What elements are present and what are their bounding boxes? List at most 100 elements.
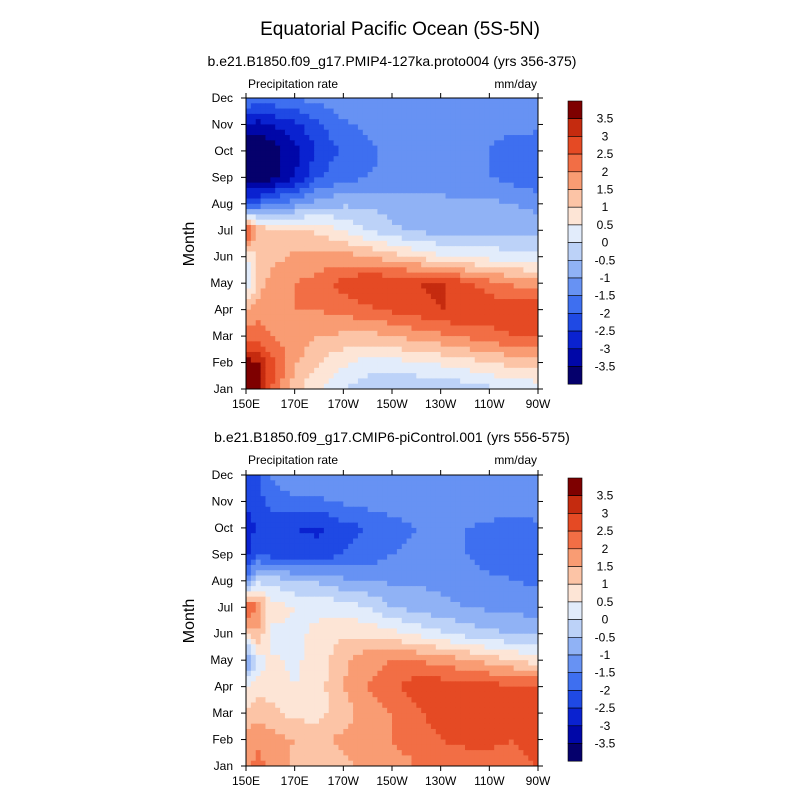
heatmap-cell: [465, 177, 471, 184]
heatmap-cell: [523, 336, 529, 342]
heatmap-cell: [533, 325, 538, 332]
heatmap-cell: [440, 98, 447, 104]
heatmap-cell: [455, 103, 461, 110]
heatmap-cell: [357, 357, 364, 364]
heatmap-cell: [406, 501, 413, 508]
heatmap-cell: [508, 383, 515, 389]
heatmap-cell: [489, 103, 495, 110]
heatmap-cell: [387, 490, 393, 497]
heatmap-cell: [479, 586, 486, 592]
heatmap-cell: [479, 543, 486, 550]
y-tick-label: Dec: [212, 91, 233, 105]
heatmap-cell: [299, 98, 305, 104]
heatmap-cell: [246, 98, 252, 104]
heatmap-cell: [426, 517, 432, 524]
heatmap-cell: [508, 214, 515, 221]
heatmap-cell: [260, 367, 267, 374]
heatmap-cell: [523, 586, 529, 592]
heatmap-cell: [309, 314, 315, 321]
heatmap-cell: [396, 166, 403, 173]
heatmap-cell: [392, 543, 398, 550]
heatmap-cell: [319, 351, 325, 358]
heatmap-cell: [533, 522, 538, 529]
heatmap-cell: [319, 272, 325, 279]
heatmap-cell: [314, 480, 320, 487]
heatmap-cell: [469, 522, 476, 529]
heatmap-cell: [396, 119, 403, 126]
heatmap-cell: [357, 288, 364, 295]
heatmap-cell: [440, 145, 447, 152]
heatmap-cell: [260, 506, 267, 513]
heatmap-cell: [309, 235, 315, 242]
heatmap-cell: [309, 596, 315, 603]
heatmap-cell: [450, 533, 456, 540]
heatmap-cell: [333, 549, 340, 555]
heatmap-cell: [494, 607, 500, 614]
heatmap-cell: [460, 140, 466, 147]
heatmap-cell: [494, 246, 500, 253]
heatmap-cell: [387, 124, 393, 131]
heatmap-cell: [246, 235, 252, 242]
heatmap-cell: [357, 299, 364, 305]
heatmap-cell: [416, 336, 422, 342]
heatmap-cell: [387, 580, 393, 587]
heatmap-cell: [479, 362, 486, 369]
heatmap-cell: [479, 325, 486, 332]
heatmap-cell: [460, 203, 466, 210]
heatmap-cell: [343, 367, 349, 374]
heatmap-cell: [411, 198, 417, 205]
heatmap-cell: [250, 336, 257, 342]
heatmap-cell: [353, 485, 359, 492]
heatmap-cell: [450, 320, 456, 327]
heatmap-cell: [435, 161, 442, 168]
heatmap-cell: [421, 527, 427, 534]
heatmap-cell: [469, 559, 476, 566]
heatmap-cell: [523, 575, 529, 582]
heatmap-cell: [406, 283, 413, 290]
heatmap-cell: [333, 501, 340, 508]
heatmap-cell: [367, 288, 374, 295]
heatmap-cell: [304, 522, 310, 529]
heatmap-cell: [338, 203, 344, 210]
heatmap-cell: [348, 256, 354, 263]
heatmap-cell: [465, 193, 471, 200]
heatmap-cell: [294, 150, 301, 157]
heatmap-cell: [401, 129, 408, 136]
heatmap-cell: [435, 283, 442, 290]
heatmap-cell: [528, 475, 534, 481]
heatmap-cell: [280, 288, 286, 295]
heatmap-cell: [523, 182, 529, 189]
heatmap-cell: [314, 209, 320, 215]
heatmap-cell: [367, 320, 374, 327]
heatmap-cell: [328, 299, 335, 305]
heatmap-cell: [372, 496, 378, 503]
heatmap-cell: [499, 214, 505, 221]
heatmap-cell: [299, 496, 305, 503]
heatmap-cell: [372, 320, 378, 327]
heatmap-cell: [392, 496, 398, 503]
heatmap-cell: [465, 172, 471, 178]
heatmap-cell: [533, 378, 538, 385]
heatmap-cell: [246, 214, 252, 221]
heatmap-cell: [255, 108, 262, 115]
heatmap-cell: [246, 108, 252, 115]
heatmap-cell: [367, 267, 374, 274]
heatmap-cell: [503, 357, 510, 364]
heatmap-cell: [513, 304, 520, 311]
heatmap-cell: [435, 517, 442, 524]
heatmap-cell: [260, 512, 267, 518]
y-tick-label: Sep: [212, 170, 234, 184]
heatmap-cell: [284, 277, 291, 284]
heatmap-cell: [440, 277, 447, 284]
heatmap-cell: [275, 98, 281, 104]
heatmap-cell: [479, 124, 486, 131]
heatmap-cell: [294, 267, 301, 274]
heatmap-cell: [503, 596, 510, 603]
heatmap-cell: [284, 161, 291, 168]
heatmap-cell: [270, 501, 276, 508]
heatmap-cell: [275, 586, 281, 592]
heatmap-cell: [499, 113, 505, 120]
heatmap-cell: [411, 187, 417, 194]
heatmap-cell: [455, 161, 461, 168]
heatmap-cell: [518, 480, 524, 487]
